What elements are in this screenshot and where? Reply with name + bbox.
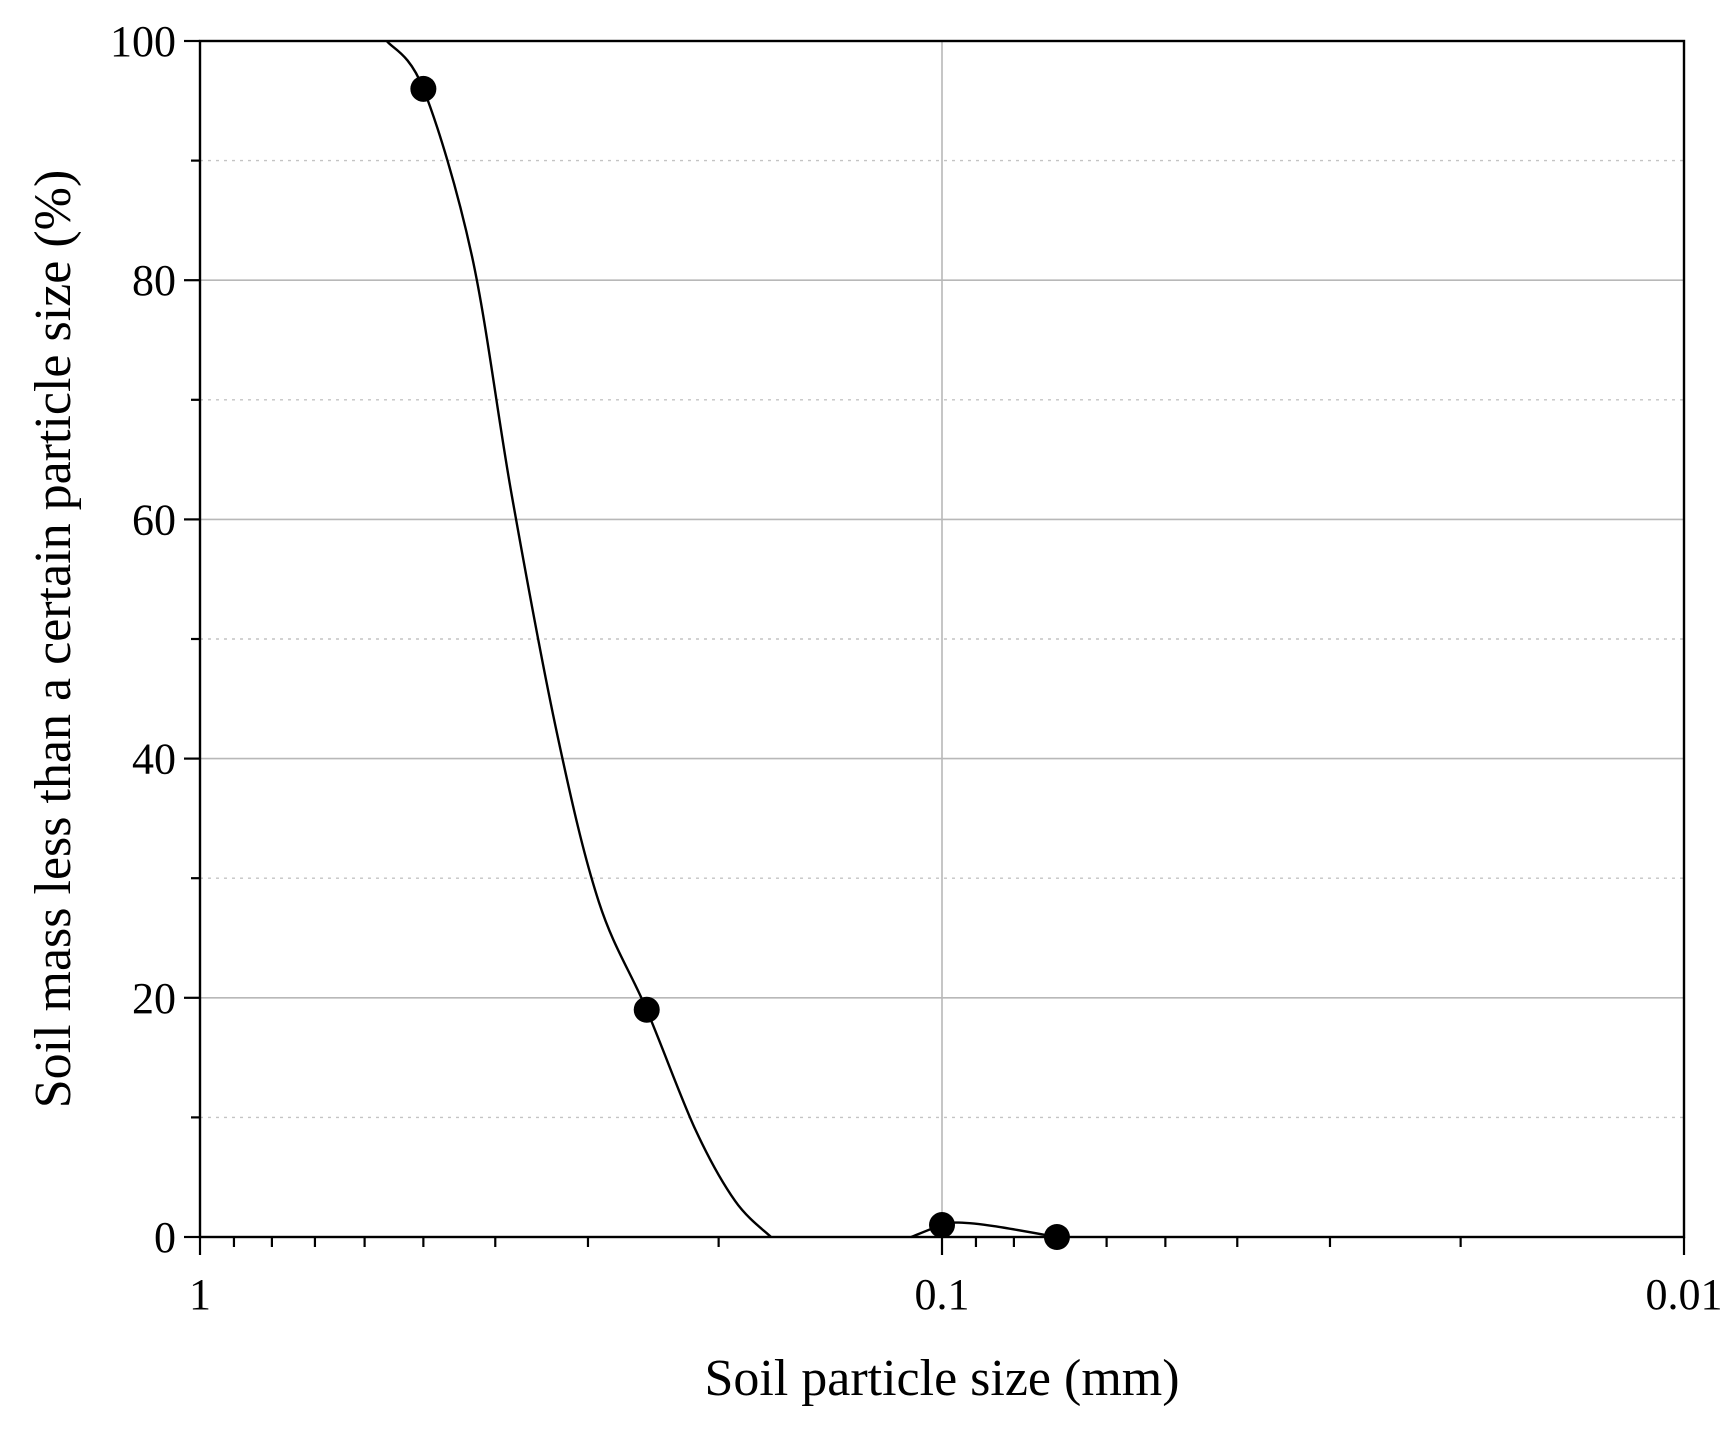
- y-tick-label: 0: [154, 1213, 176, 1262]
- y-tick-label: 40: [132, 735, 176, 784]
- grid-layer: [200, 41, 1684, 1237]
- plot-frame: [198, 39, 1686, 1239]
- points-layer: [410, 75, 1070, 1250]
- data-point: [410, 75, 437, 102]
- y-tick-label: 20: [132, 974, 176, 1023]
- y-tick-label: 60: [132, 495, 176, 544]
- labels-layer: 0 20 40 60 80 100 1 0.1 0.01: [110, 17, 1723, 1319]
- x-tick-label: 1: [189, 1270, 211, 1319]
- data-point: [633, 996, 660, 1023]
- ticks-layer: [184, 39, 1686, 1255]
- x-axis-title: Soil particle size (mm): [704, 1350, 1179, 1407]
- data-point: [929, 1212, 955, 1239]
- y-tick-label: 80: [132, 256, 176, 305]
- fitted-curve: [385, 40, 772, 1238]
- x-tick-label: 0.1: [915, 1270, 970, 1319]
- y-tick-label: 100: [110, 17, 176, 66]
- x-tick-label: 0.01: [1646, 1270, 1723, 1319]
- y-axis-title: Soil mass less than a certain particle s…: [25, 170, 82, 1109]
